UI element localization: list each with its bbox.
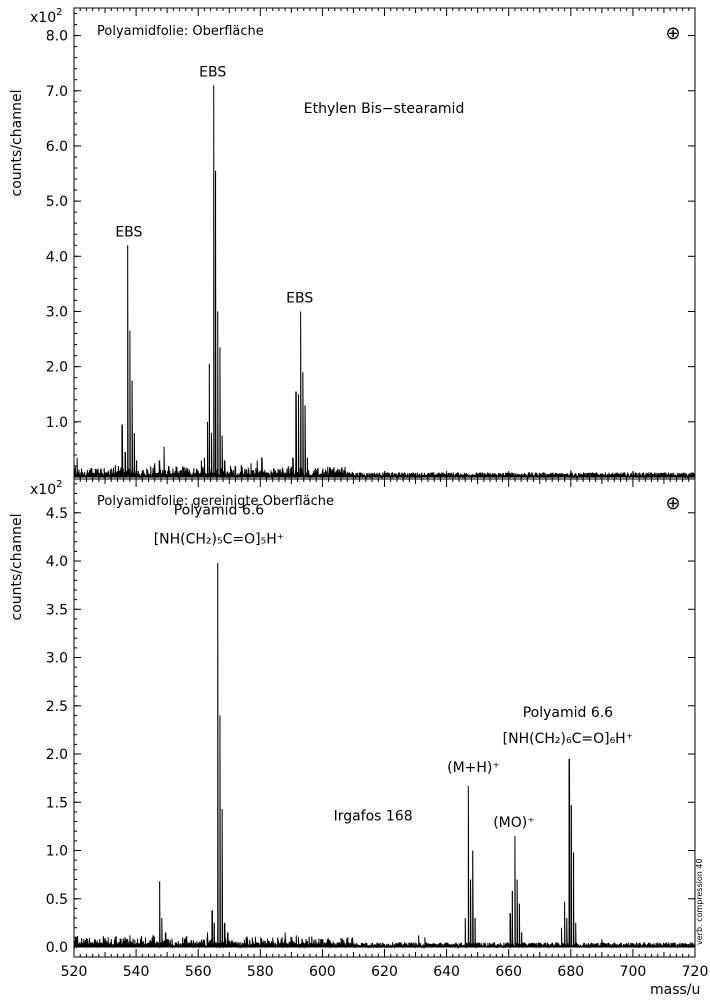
x-tick-label: 640	[433, 964, 460, 980]
peak-annotation: Polyamid 6.6	[174, 502, 264, 518]
y-tick-label: 2.0	[46, 747, 68, 763]
x-tick-label: 620	[371, 964, 398, 980]
top-spectrum-line	[73, 85, 696, 479]
y-tick-label: 4.0	[46, 249, 68, 265]
x-axis-label: mass/u	[650, 982, 700, 998]
top-panel: x102 counts/channel Polyamidfolie: Oberf…	[9, 7, 696, 480]
top-exponent-label: x102	[30, 7, 62, 26]
bottom-crosshair-icon: ⊕	[665, 493, 680, 514]
bottom-annotations: Polyamid 6.6 [NH(CH₂)₅C=O]₅H⁺ (M+H)⁺ Irgafo…	[154, 502, 633, 831]
peak-annotation: (MO)⁺	[493, 815, 534, 831]
peak-annotation: Polyamid 6.6	[523, 705, 613, 721]
y-tick-label: 1.0	[46, 844, 68, 860]
peak-annotation: Irgafos 168	[334, 809, 413, 825]
x-tick-label: 600	[309, 964, 336, 980]
bottom-chart-title: Polyamidfolie: gereinigte Oberfläche	[97, 494, 334, 509]
x-tick-label: 720	[682, 964, 709, 980]
peak-annotation: EBS	[286, 291, 313, 307]
peak-annotation: EBS	[199, 64, 226, 80]
top-annotations: EBS EBS Ethylen Bis−stearamid EBS	[115, 64, 464, 306]
y-tick-label: 0.0	[46, 940, 68, 956]
y-tick-label: 3.0	[46, 651, 68, 667]
x-tick-label: 540	[123, 964, 150, 980]
x-tick-label: 520	[61, 964, 88, 980]
x-tick-label: 560	[185, 964, 212, 980]
y-tick-label: 7.0	[46, 84, 68, 100]
top-crosshair-icon: ⊕	[665, 23, 680, 44]
y-tick-label: 4.5	[46, 506, 68, 522]
peak-annotation: (M+H)⁺	[447, 760, 500, 776]
bottom-y-axis-label: counts/channel	[9, 514, 25, 621]
top-plot-frame	[73, 7, 696, 480]
y-tick-label: 8.0	[46, 29, 68, 45]
peak-annotation: Ethylen Bis−stearamid	[304, 101, 465, 117]
top-chart-title: Polyamidfolie: Oberfläche	[97, 24, 264, 39]
x-tick-label: 700	[620, 964, 647, 980]
side-note: verb. compression 40	[695, 858, 704, 945]
y-tick-label: 4.0	[46, 554, 68, 570]
y-tick-label: 3.0	[46, 304, 68, 320]
y-tick-label: 6.0	[46, 139, 68, 155]
bottom-x-ticks: 520 540 560 580 600 620 640 660 680 700 720	[61, 479, 709, 980]
y-tick-label: 3.5	[46, 602, 68, 618]
y-tick-label: 2.0	[46, 360, 68, 376]
y-tick-label: 5.0	[46, 194, 68, 210]
x-tick-label: 660	[495, 964, 522, 980]
peak-annotation: [NH(CH₂)₆C=O]₆H⁺	[503, 731, 633, 747]
top-y-axis-label: counts/channel	[9, 90, 25, 197]
x-tick-label: 680	[557, 964, 584, 980]
peak-annotation: [NH(CH₂)₅C=O]₅H⁺	[154, 531, 284, 547]
x-tick-label: 580	[247, 964, 274, 980]
bottom-panel: x102 counts/channel Polyamidfolie: gerei…	[9, 478, 709, 998]
y-tick-label: 1.5	[46, 795, 68, 811]
y-tick-label: 2.5	[46, 699, 68, 715]
top-x-ticks	[73, 8, 696, 479]
bottom-exponent-label: x102	[30, 479, 62, 498]
peak-annotation: EBS	[115, 225, 142, 241]
bottom-y-ticks: 0.0 0.5 1.0 1.5 2.0 2.5 3.0 3.5 4.0 4.5	[46, 483, 695, 956]
y-tick-label: 1.0	[46, 415, 68, 431]
bottom-spectrum-line	[73, 562, 696, 949]
top-y-ticks: 1.0 2.0 3.0 4.0 5.0 6.0 7.0 8.0	[46, 13, 695, 478]
y-tick-label: 0.5	[46, 892, 68, 908]
